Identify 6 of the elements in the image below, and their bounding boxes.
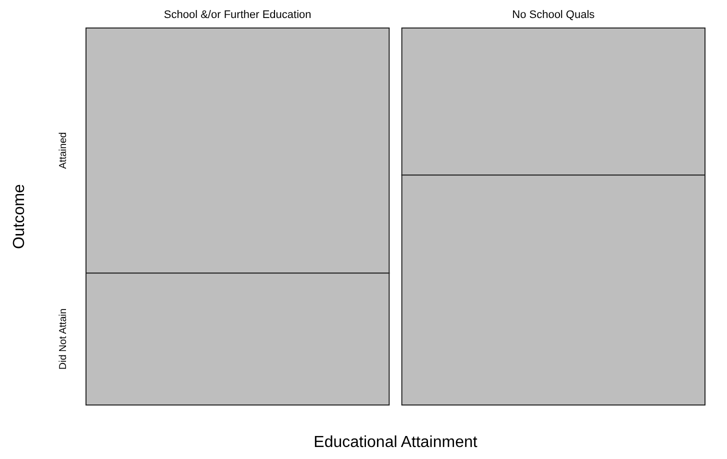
x-tick-label: School &/or Further Education	[164, 9, 312, 21]
x-tick-label: No School Quals	[512, 9, 596, 21]
text: Did Not Attain	[58, 308, 69, 370]
text: Attained	[58, 132, 69, 169]
y-axis-title: Outcome	[11, 184, 28, 249]
x-axis-title: Educational Attainment	[314, 434, 478, 451]
